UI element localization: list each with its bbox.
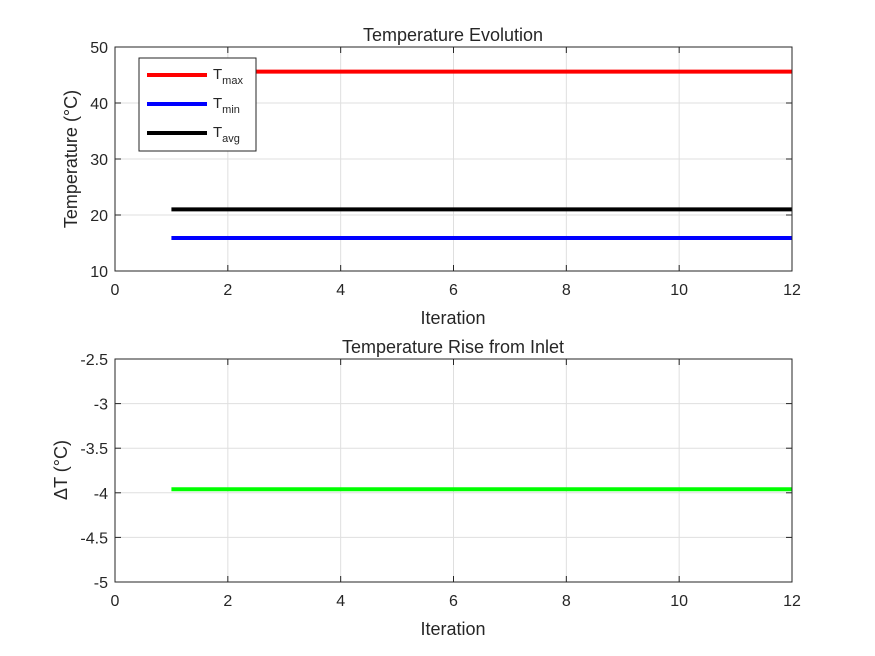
legend-label-subscript: avg xyxy=(222,133,240,145)
tick-marks xyxy=(114,358,793,583)
y-tick-labels: -5 -4.5 -4 -3.5 -3 -2.5 xyxy=(80,352,108,592)
y-tick-label: 40 xyxy=(90,96,108,113)
legend-label: Tmax xyxy=(213,66,243,87)
chart-title: Temperature Evolution xyxy=(363,25,543,45)
x-tick-label: 12 xyxy=(783,593,801,610)
x-tick-label: 8 xyxy=(562,593,571,610)
y-tick-label: -4 xyxy=(94,486,108,503)
y-tick-label: -3.5 xyxy=(80,441,108,458)
y-tick-label: -5 xyxy=(94,575,108,592)
x-tick-label: 10 xyxy=(670,282,688,299)
legend-entry-t-max: Tmax xyxy=(147,66,243,87)
grid xyxy=(115,359,792,582)
y-tick-label: 10 xyxy=(90,264,108,281)
x-tick-label: 6 xyxy=(449,593,458,610)
x-tick-label: 4 xyxy=(336,593,345,610)
legend-label-subscript: max xyxy=(222,75,243,87)
legend-label: Tavg xyxy=(213,124,240,145)
legend-entry-t-avg: Tavg xyxy=(147,124,240,145)
y-tick-label: -2.5 xyxy=(80,352,108,369)
x-tick-label: 4 xyxy=(336,282,345,299)
y-tick-label: -4.5 xyxy=(80,530,108,547)
legend-label-main: T xyxy=(213,124,222,141)
tick-marks xyxy=(114,46,793,272)
x-tick-label: 0 xyxy=(111,282,120,299)
y-tick-labels: 10 20 30 40 50 xyxy=(90,40,108,281)
x-tick-label: 10 xyxy=(670,593,688,610)
grid xyxy=(115,47,792,271)
x-tick-label: 8 xyxy=(562,282,571,299)
x-tick-label: 2 xyxy=(223,282,232,299)
y-tick-label: 50 xyxy=(90,40,108,57)
x-tick-label: 2 xyxy=(223,593,232,610)
y-axis-label: Temperature (°C) xyxy=(61,90,81,228)
x-axis-label: Iteration xyxy=(420,308,485,328)
temperature-rise-chart: 0 2 4 6 8 10 12 -5 -4.5 -4 -3.5 -3 -2.5 Temperature… xyxy=(51,337,801,639)
temperature-evolution-chart: 0 2 4 6 8 10 12 10 20 30 40 50 Temperature Evoluti… xyxy=(61,25,801,328)
x-tick-label: 0 xyxy=(111,593,120,610)
series-lines xyxy=(171,69,792,240)
legend-entry-t-min: Tmin xyxy=(147,95,240,116)
legend-label-main: T xyxy=(213,95,222,112)
y-axis-label: ΔT (°C) xyxy=(51,440,71,500)
x-tick-label: 12 xyxy=(783,282,801,299)
y-tick-label: 20 xyxy=(90,208,108,225)
x-tick-labels: 0 2 4 6 8 10 12 xyxy=(111,282,801,299)
legend-label: Tmin xyxy=(213,95,240,116)
legend-label-main: T xyxy=(213,66,222,83)
legend-label-subscript: min xyxy=(222,104,240,116)
y-tick-label: -3 xyxy=(94,397,108,414)
x-tick-label: 6 xyxy=(449,282,458,299)
y-tick-label: 30 xyxy=(90,152,108,169)
chart-title: Temperature Rise from Inlet xyxy=(342,337,564,357)
x-axis-label: Iteration xyxy=(420,619,485,639)
x-tick-labels: 0 2 4 6 8 10 12 xyxy=(111,593,801,610)
